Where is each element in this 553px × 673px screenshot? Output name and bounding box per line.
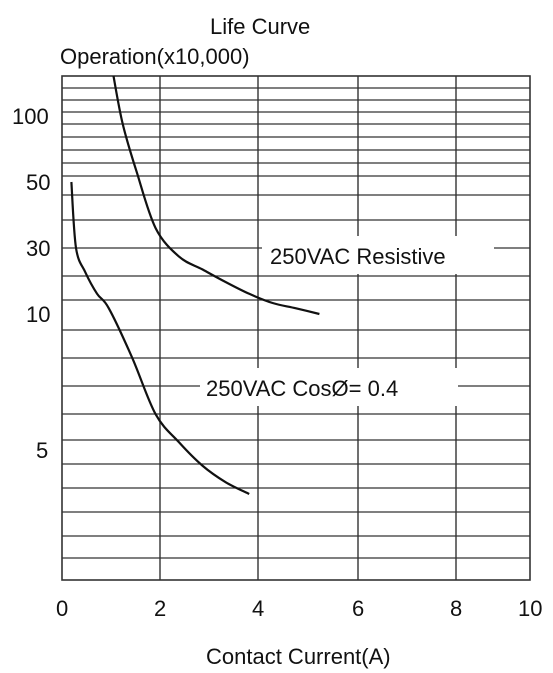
x-tick-label: 8: [450, 596, 462, 621]
y-axis-label: Operation(x10,000): [60, 44, 250, 69]
x-tick-label: 2: [154, 596, 166, 621]
y-tick-label: 30: [26, 236, 50, 261]
curves: [70, 75, 320, 495]
grid: [61, 75, 531, 581]
x-tick-label: 10: [518, 596, 542, 621]
x-axis-label: Contact Current(A): [206, 644, 391, 669]
plot-frame: [61, 75, 531, 581]
x-tick-label: 6: [352, 596, 364, 621]
chart-title: Life Curve: [210, 14, 310, 39]
ylabel-bg: [56, 40, 296, 72]
series-line-cos: [70, 181, 250, 495]
x-tick-label: 0: [56, 596, 68, 621]
y-tick-label: 50: [26, 170, 50, 195]
series-label-bg-resistive: [262, 236, 494, 274]
series-line-resistive: [112, 75, 320, 316]
series-label-cos: 250VAC CosØ= 0.4: [206, 376, 398, 401]
y-tick-label: 100: [12, 104, 49, 129]
y-tick-label: 10: [26, 302, 50, 327]
series-label-bg-cos: [200, 368, 458, 406]
y-tick-label: 5: [36, 438, 48, 463]
series-label-resistive: 250VAC Resistive: [270, 244, 446, 269]
x-tick-label: 4: [252, 596, 264, 621]
